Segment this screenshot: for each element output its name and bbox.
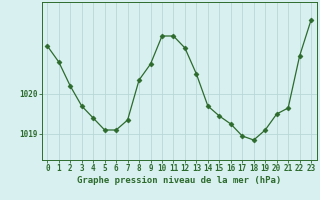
X-axis label: Graphe pression niveau de la mer (hPa): Graphe pression niveau de la mer (hPa) — [77, 176, 281, 185]
